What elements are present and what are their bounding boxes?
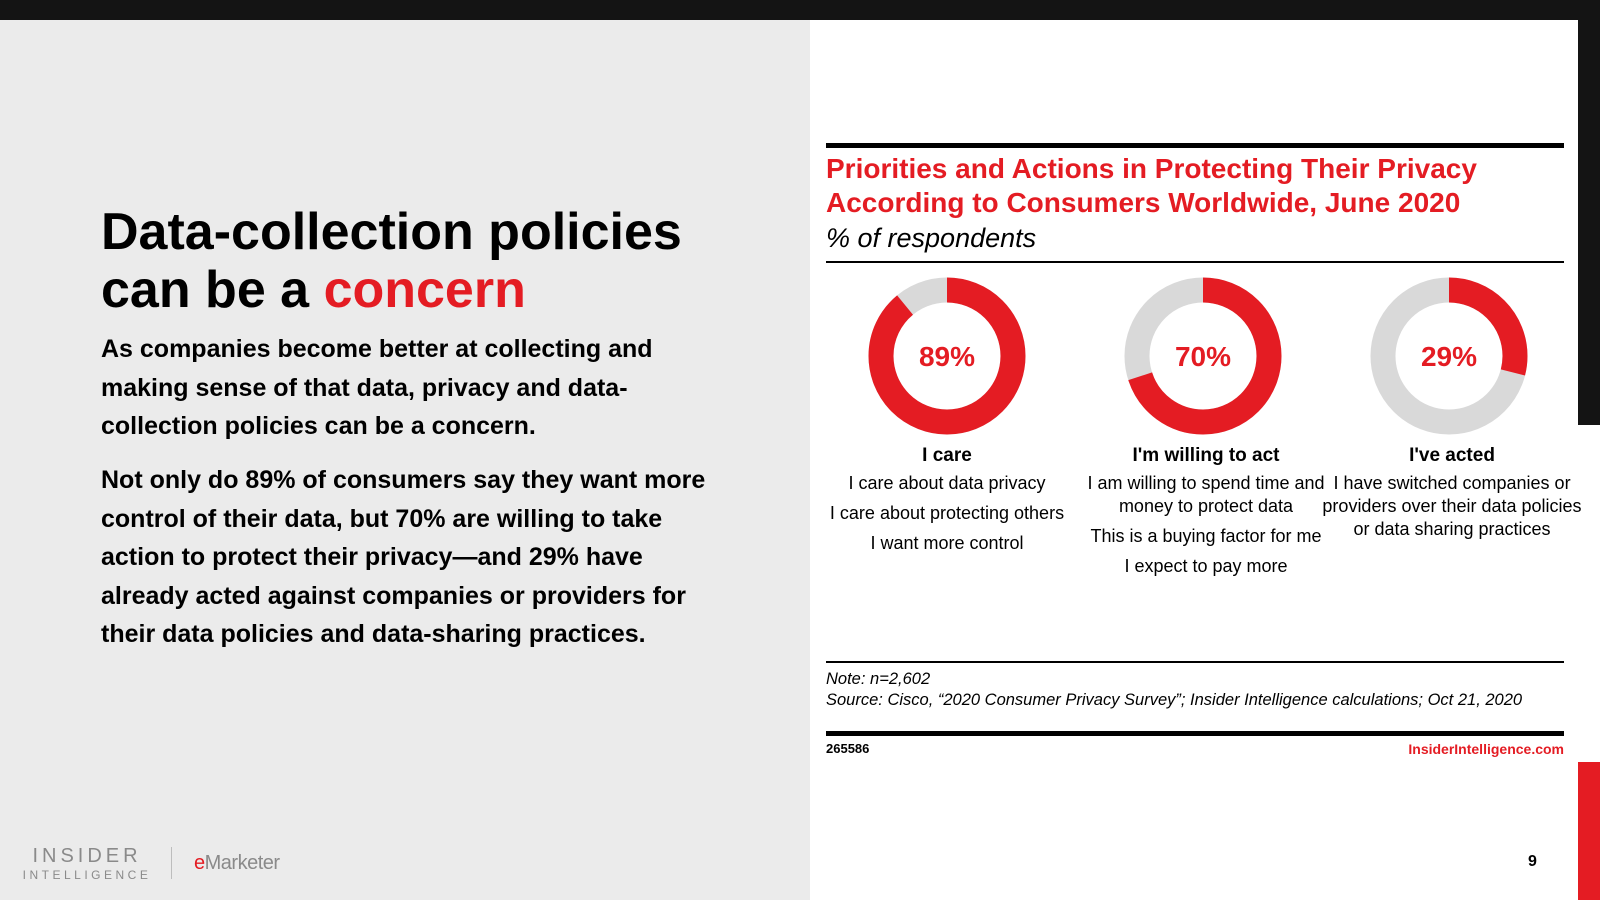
donut-value-arc [868,277,1026,435]
donut-1: 89% [868,277,1026,435]
chart-id: 265586 [826,741,870,756]
description-item: I expect to pay more [1124,556,1288,576]
chart-subtitle: % of respondents [826,223,1037,253]
right-edge-red-bar [1578,762,1600,900]
chart-top-rule [826,143,1564,148]
emarketer-logo-e: e [194,852,205,874]
headline-accent: concern [323,261,526,319]
donut-value-arc [1370,277,1528,435]
logo-insider-line1: INSIDER [32,845,142,867]
emarketer-logo: eMarketer [194,852,280,875]
source-text: Source: Cisco, “2020 Consumer Privacy Su… [826,690,1523,709]
insider-intelligence-logo: INSIDER INTELLIGENCE [22,845,152,883]
donut-value-label: 89% [919,341,975,372]
chart-note: Note: n=2,602 Source: Cisco, “2020 Consu… [826,669,1546,710]
note-rule [826,661,1564,663]
page-number: 9 [1528,853,1537,870]
description-item: I have switched companies or providers o… [1322,473,1582,539]
description-item: I care about protecting others [829,503,1065,523]
logo-divider [171,847,172,879]
slide-headline: Data-collection policies can be a concer… [101,203,741,319]
column-i-care: I care I care about data privacy I care … [817,444,1077,562]
note-text: Note: n=2,602 [826,670,931,688]
description-item: I am willing to spend time and money to … [1087,473,1325,516]
chart-bottom-rule [826,731,1564,736]
headline-main: Data-collection policies can be a [101,203,682,319]
site-link[interactable]: InsiderIntelligence.com [1408,741,1564,757]
description-item: This is a buying factor for me [1090,526,1322,546]
category-label: I've acted [1409,445,1495,466]
donut-value-label: 70% [1175,341,1231,372]
description-item: I want more control [870,533,1024,553]
donut-2: 70% [1124,277,1282,435]
body-paragraph-2: Not only do 89% of consumers say they wa… [101,466,706,648]
donut-value-label: 29% [1421,341,1477,372]
body-paragraph-1: As companies become better at collecting… [101,335,653,440]
column-acted: I've acted I have switched companies or … [1322,444,1582,548]
chart-subtitle-rule [826,261,1564,263]
left-panel [0,20,810,900]
emarketer-logo-text: Marketer [204,852,280,874]
column-willing-to-act: I'm willing to act I am willing to spend… [1076,444,1336,585]
donut-3: 29% [1370,277,1528,435]
top-bar [0,0,1600,20]
chart-title: Priorities and Actions in Protecting The… [826,153,1477,218]
logo-insider-line2: INTELLIGENCE [22,868,152,882]
right-edge-black-bar [1578,20,1600,425]
category-label: I'm willing to act [1132,445,1280,466]
donut-value-arc [1124,277,1282,435]
description-item: I care about data privacy [848,473,1046,493]
category-label: I care [922,445,972,466]
donut-charts: 89% 70% 29% [868,277,1528,435]
